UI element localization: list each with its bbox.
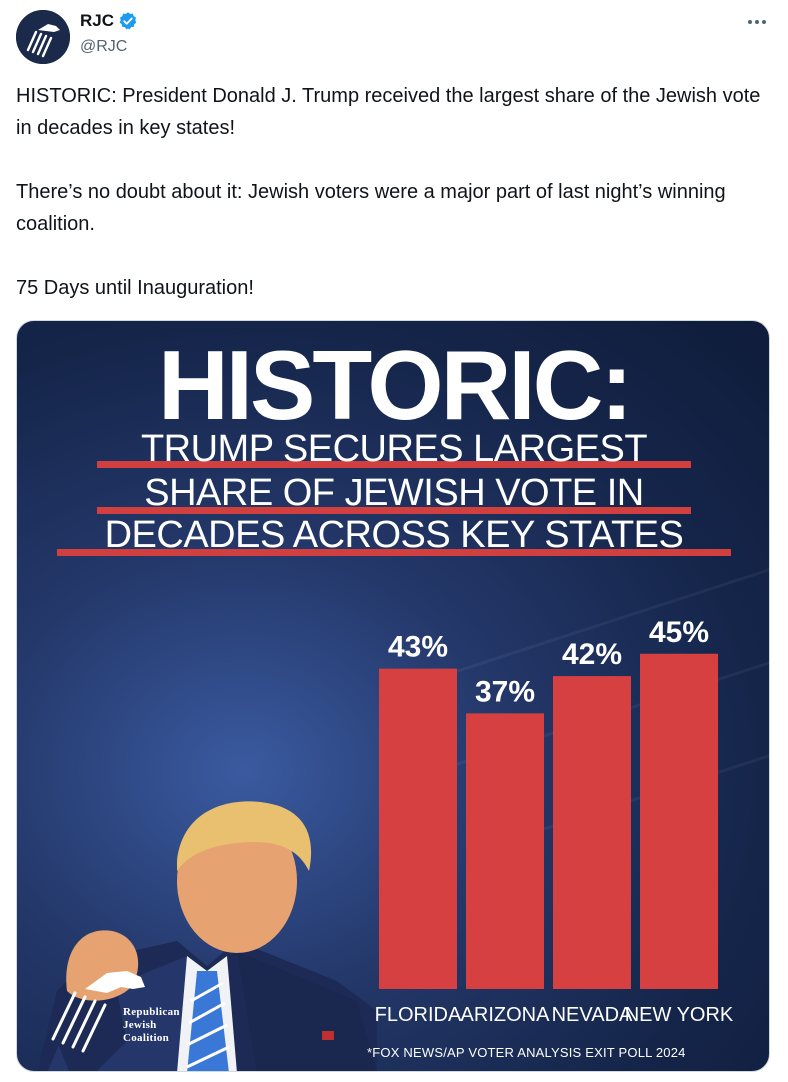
- subheadline-line: TRUMP SECURES LARGEST: [140, 428, 648, 470]
- author-handle[interactable]: @RJC: [80, 38, 128, 55]
- subheadline-underline: [57, 549, 731, 556]
- tweet-text-line: HISTORIC: President Donald J. Trump rece…: [16, 85, 761, 139]
- more-options-icon[interactable]: [744, 14, 770, 30]
- bar-florida: [379, 668, 457, 989]
- subheadline-underline: [97, 507, 691, 514]
- speaker-figure: [37, 801, 377, 1071]
- subheadline-line: DECADES ACROSS KEY STATES: [104, 514, 684, 556]
- category-label: NEVADA: [552, 1004, 633, 1026]
- tweet-text-line: There’s no doubt about it: Jewish voters…: [16, 181, 726, 235]
- bar-new-york: [640, 653, 718, 989]
- category-label: FLORIDA: [375, 1004, 462, 1026]
- bar-value-label: 42%: [562, 638, 622, 671]
- verified-badge-icon: [119, 12, 137, 30]
- category-label: NEW YORK: [625, 1004, 734, 1026]
- bar-value-label: 45%: [649, 616, 709, 649]
- logo-text-line: Coalition: [123, 1032, 169, 1044]
- rjc-logo-icon: Republican Jewish Coalition: [51, 971, 180, 1053]
- rjc-avatar-logo-icon: [16, 10, 70, 64]
- category-label: ARIZONA: [461, 1004, 551, 1026]
- tweet-text-line: 75 Days until Inauguration!: [16, 277, 254, 299]
- logo-text-line: Republican: [123, 1006, 180, 1018]
- author-block: RJC @RJC: [80, 10, 138, 56]
- subheadline-line: SHARE OF JEWISH VOTE IN: [144, 472, 644, 514]
- bar-nevada: [553, 676, 631, 989]
- tweet-text: HISTORIC: President Donald J. Trump rece…: [16, 80, 768, 304]
- bar-arizona: [466, 713, 544, 989]
- bar-value-label: 37%: [475, 675, 535, 708]
- graphic-headline: HISTORIC:: [157, 330, 633, 440]
- footnote: *FOX NEWS/AP VOTER ANALYSIS EXIT POLL 20…: [367, 1045, 686, 1060]
- bar-value-label: 43%: [388, 631, 448, 664]
- author-name[interactable]: RJC: [80, 11, 115, 30]
- avatar[interactable]: [16, 10, 70, 64]
- tweet-media-image[interactable]: HISTORIC: TRUMP SECURES LARGEST SHARE OF…: [16, 320, 770, 1072]
- subheadline-underline: [97, 461, 691, 468]
- logo-text-line: Jewish: [123, 1019, 157, 1031]
